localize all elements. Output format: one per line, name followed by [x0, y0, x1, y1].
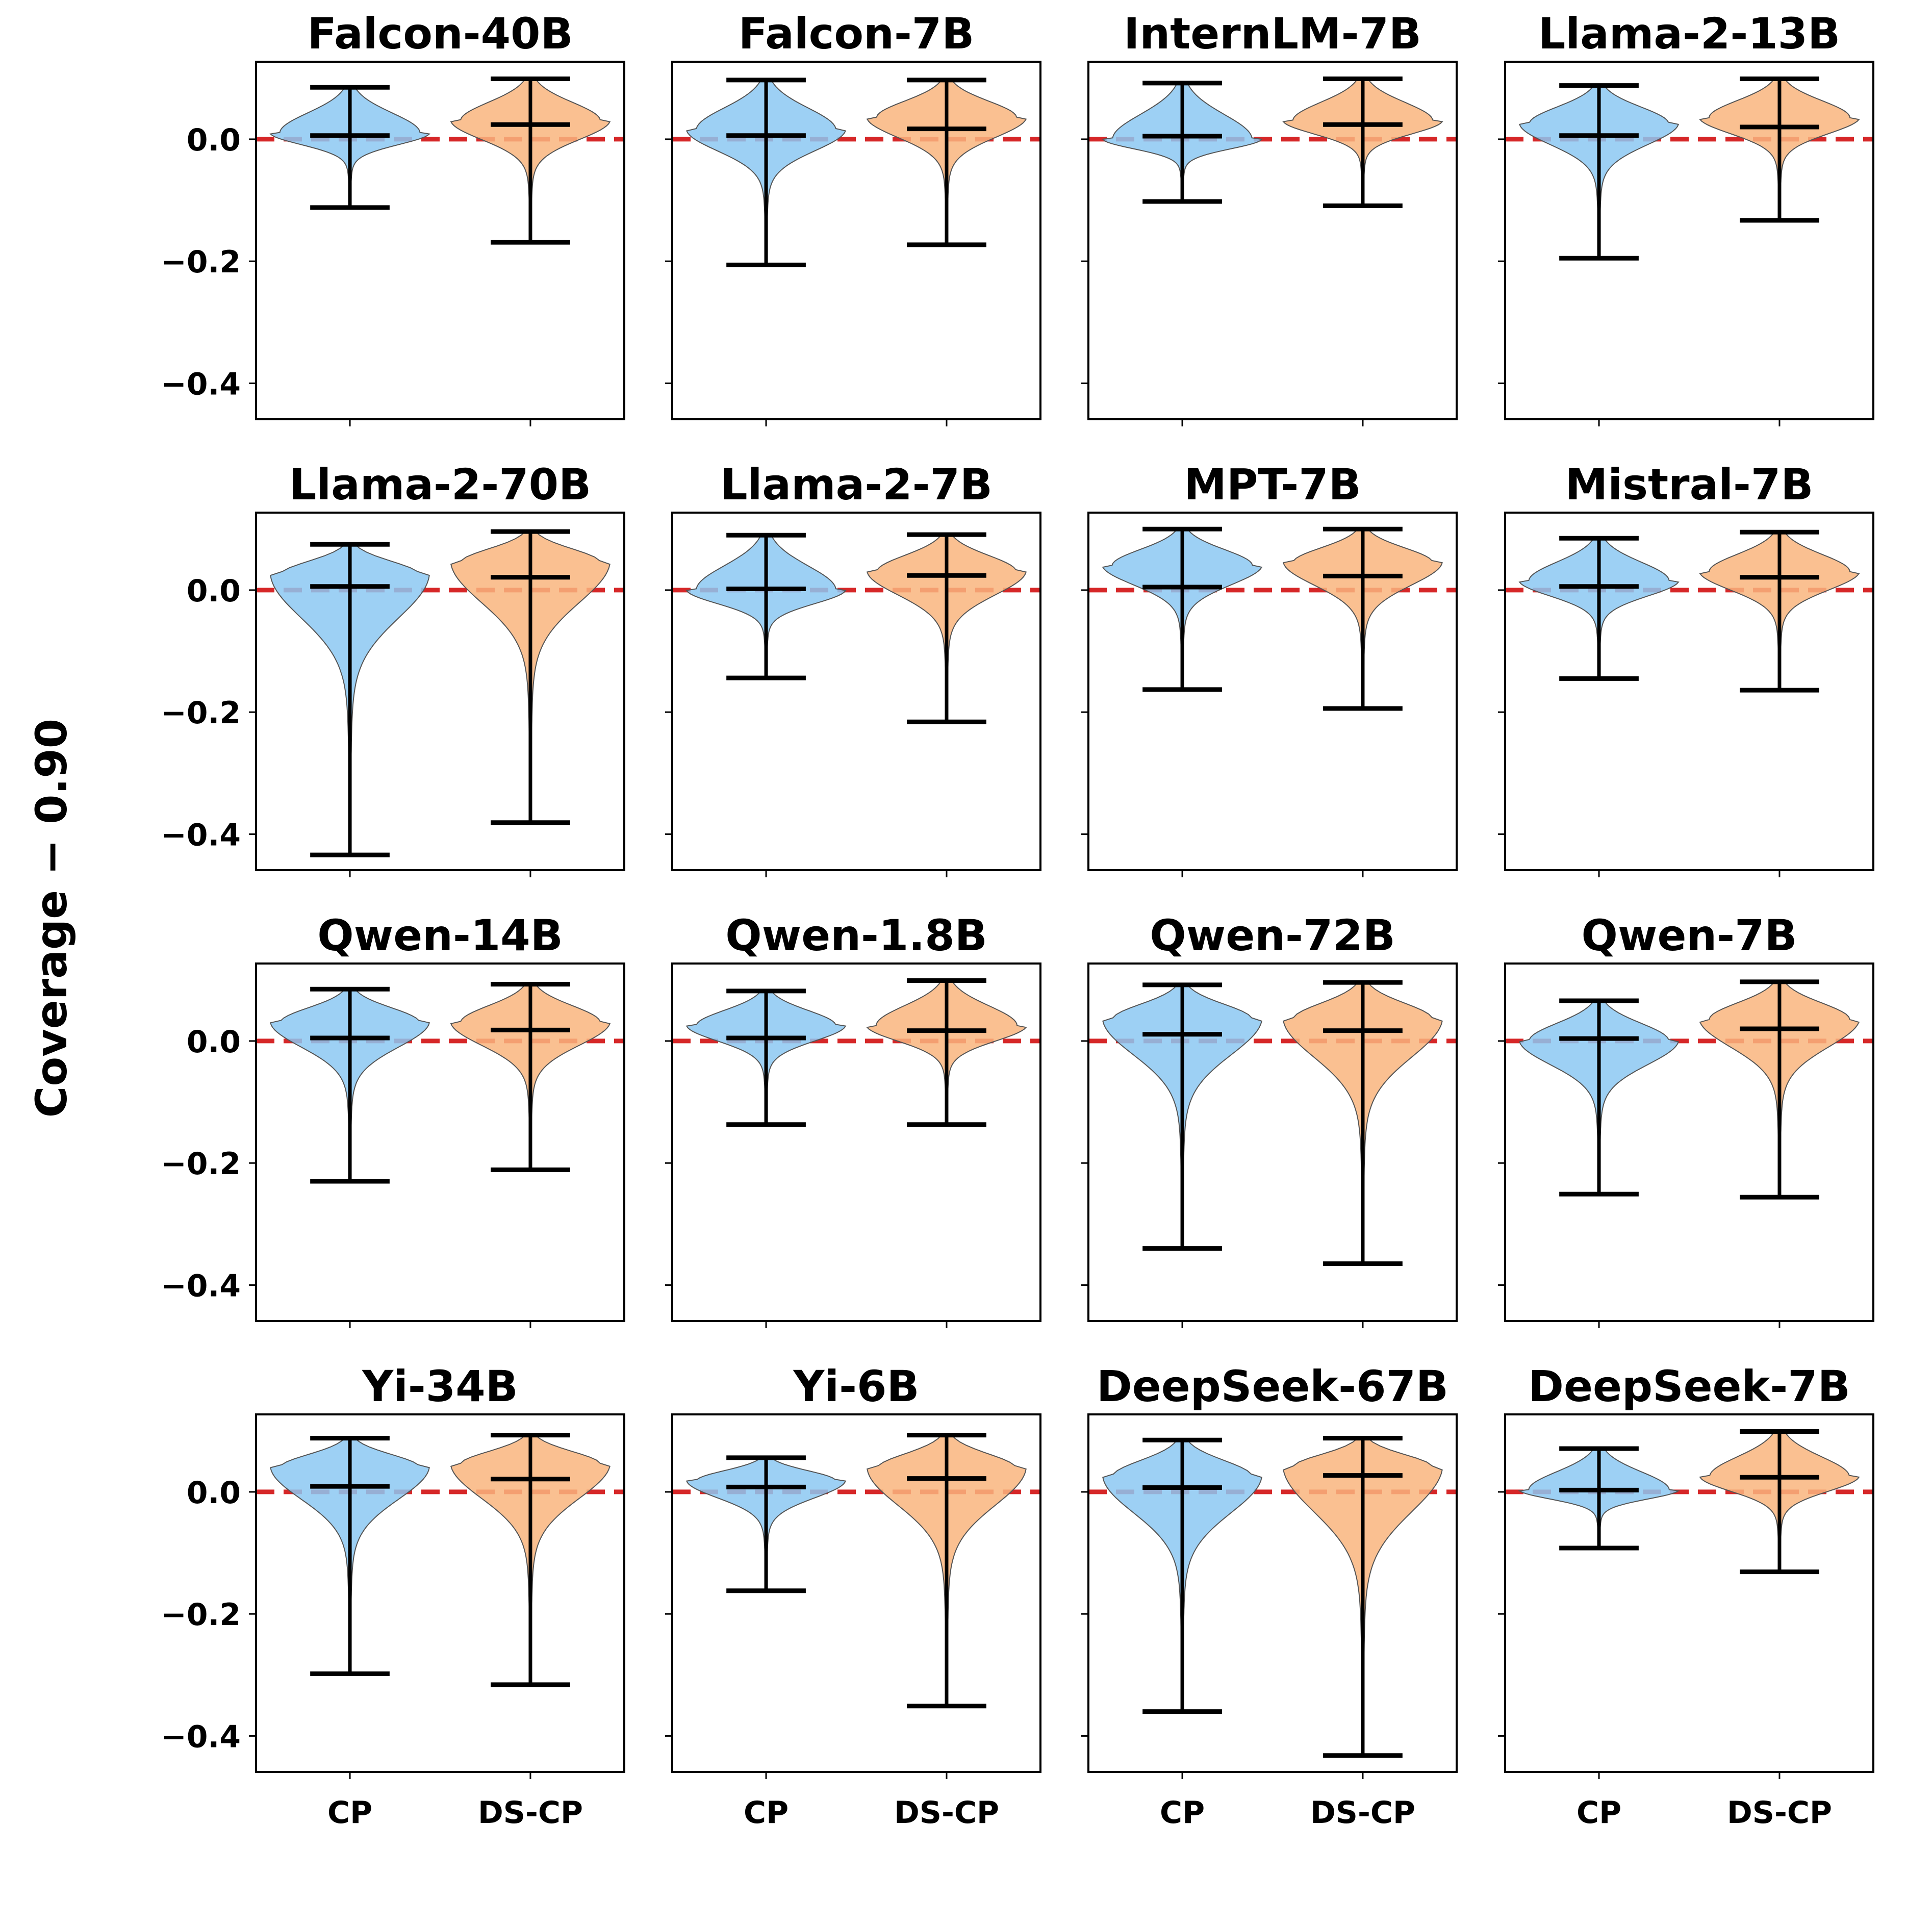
x-tick-label: CP: [744, 1795, 789, 1831]
x-tick-label: CP: [327, 1795, 372, 1831]
subplot-yi-34b: Yi-34B CP DS-CP 0.0 −0.2 −0.4: [161, 1361, 625, 1831]
subplot-falcon-40b: Falcon-40B 0.0 −0.2 −0.4: [161, 9, 625, 426]
subplot-title: Qwen-14B: [317, 910, 563, 960]
axes-frame: [1087, 61, 1458, 420]
y-tick-label: 0.0: [187, 573, 241, 609]
subplot-llama-2-70b: Llama-2-70B 0.0 −0.2 −0.4: [161, 460, 625, 877]
y-tick-label: −0.4: [161, 817, 241, 853]
x-tick-label: DS-CP: [1727, 1795, 1832, 1831]
subplot-qwen-14b: Qwen-14B 0.0 −0.2 −0.4: [161, 910, 625, 1328]
axes-frame: [671, 962, 1041, 1322]
axes-frame: [1504, 512, 1874, 871]
subplot-deepseek-7b: DeepSeek-7B CP DS-CP: [1498, 1361, 1874, 1831]
x-tick-label: DS-CP: [1310, 1795, 1415, 1831]
y-tick-label: −0.4: [161, 366, 241, 402]
subplot-qwen-1.8b: Qwen-1.8B: [665, 910, 1041, 1328]
subplot-qwen-7b: Qwen-7B: [1498, 910, 1874, 1328]
y-axis-label: Coverage − 0.90: [27, 719, 77, 1118]
y-tick-label: −0.2: [161, 1146, 241, 1182]
x-tick-label: CP: [1577, 1795, 1621, 1831]
subplot-title: Llama-2-70B: [289, 460, 591, 510]
axes-frame: [671, 61, 1041, 420]
axes-frame: [1087, 512, 1458, 871]
y-tick-label: −0.4: [161, 1719, 241, 1755]
subplot-title: Qwen-7B: [1581, 910, 1797, 960]
y-tick-label: 0.0: [187, 1024, 241, 1060]
axes-frame: [1087, 962, 1458, 1322]
y-tick-label: −0.2: [161, 1597, 241, 1633]
subplot-llama-2-13b: Llama-2-13B: [1498, 9, 1874, 426]
y-tick-label: 0.0: [187, 1475, 241, 1511]
panel-grid: Falcon-40B 0.0 −0.2 −0.4 Falcon-7B InternLM-7…: [161, 9, 1874, 1831]
axes-frame: [1504, 61, 1874, 420]
subplot-title: InternLM-7B: [1124, 9, 1421, 59]
subplot-qwen-72b: Qwen-72B: [1081, 910, 1458, 1328]
x-tick-label: DS-CP: [894, 1795, 999, 1831]
x-tick-label: DS-CP: [478, 1795, 583, 1831]
y-tick-label: −0.2: [161, 244, 241, 280]
subplot-title: DeepSeek-7B: [1528, 1361, 1850, 1411]
subplot-title: Mistral-7B: [1565, 460, 1814, 510]
axes-frame: [671, 1413, 1041, 1773]
subplot-mistral-7b: Mistral-7B: [1498, 460, 1874, 877]
subplot-falcon-7b: Falcon-7B: [665, 9, 1041, 426]
axes-frame: [255, 61, 625, 420]
subplot-title: Yi-6B: [793, 1361, 920, 1411]
subplot-title: Qwen-72B: [1150, 910, 1395, 960]
axes-frame: [1504, 962, 1874, 1322]
subplot-title: Falcon-40B: [307, 9, 573, 59]
axes-frame: [1504, 1413, 1874, 1773]
subplot-title: Yi-34B: [362, 1361, 518, 1411]
axes-frame: [255, 1413, 625, 1773]
y-tick-label: 0.0: [187, 122, 241, 158]
subplot-internlm-7b: InternLM-7B: [1081, 9, 1458, 426]
y-tick-label: −0.2: [161, 695, 241, 731]
subplot-title: DeepSeek-67B: [1097, 1361, 1448, 1411]
axes-frame: [1087, 1413, 1458, 1773]
x-tick-label: CP: [1160, 1795, 1205, 1831]
subplot-deepseek-67b: DeepSeek-67B CP DS-CP: [1081, 1361, 1458, 1831]
subplot-title: Qwen-1.8B: [725, 910, 987, 960]
subplot-title: Llama-2-13B: [1538, 9, 1840, 59]
subplot-mpt-7b: MPT-7B: [1081, 460, 1458, 877]
axes-frame: [255, 962, 625, 1322]
y-tick-label: −0.4: [161, 1268, 241, 1304]
subplot-title: Llama-2-7B: [720, 460, 993, 510]
subplot-title: MPT-7B: [1184, 460, 1361, 510]
subplot-llama-2-7b: Llama-2-7B: [665, 460, 1041, 877]
subplot-title: Falcon-7B: [739, 9, 975, 59]
subplot-yi-6b: Yi-6B CP DS-CP: [665, 1361, 1041, 1831]
axes-frame: [255, 512, 625, 871]
axes-frame: [671, 512, 1041, 871]
